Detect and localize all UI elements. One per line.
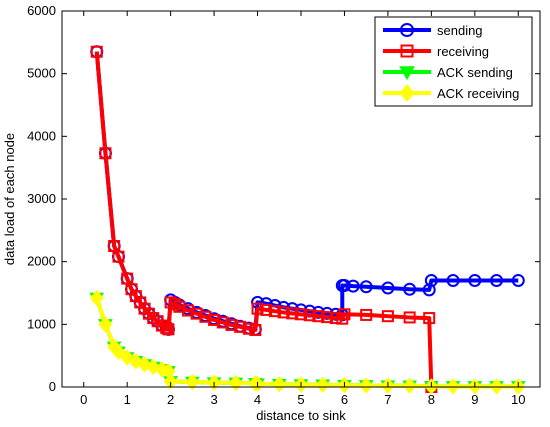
x-axis-label: distance to sink [256, 408, 346, 423]
series-0-point [346, 279, 360, 293]
series-1-point [162, 323, 175, 336]
legend-item-3: ACK receiving [383, 84, 519, 102]
series-1-point [216, 316, 229, 329]
series-3-point [228, 374, 243, 392]
series-1-point [190, 307, 203, 320]
y-tick-label: 3000 [27, 191, 56, 206]
series-3-point [402, 377, 417, 394]
y-axis-label: data load of each node [2, 133, 17, 265]
series-0-point [381, 281, 395, 295]
series-3 [89, 289, 526, 395]
series-1-point [303, 309, 316, 322]
x-tick-label: 6 [341, 392, 348, 407]
x-tick-label: 9 [471, 392, 478, 407]
legend-label: sending [437, 23, 483, 38]
series-3-point [98, 316, 113, 333]
series-3-point [89, 289, 104, 307]
series-1-point [225, 318, 238, 331]
x-tick-label: 0 [80, 392, 87, 407]
x-tick-label: 2 [167, 392, 174, 407]
series-1-point [90, 45, 103, 58]
series-1-point [208, 313, 221, 326]
series-1-point [242, 322, 255, 335]
y-tick-label: 1000 [27, 316, 56, 331]
series-1-point [338, 308, 351, 321]
y-tick-label: 6000 [27, 3, 56, 18]
x-tick-label: 8 [428, 392, 435, 407]
legend-item-2: ACK sending [383, 65, 513, 81]
series-1-point [160, 322, 173, 335]
series-1-point [295, 308, 307, 321]
legend-label: ACK sending [437, 65, 513, 80]
x-tick-label: 7 [384, 392, 391, 407]
series-3-point [446, 378, 461, 395]
series-1-point [99, 147, 112, 160]
series-1-point [251, 302, 264, 315]
series-3-point [120, 349, 135, 366]
x-tick-label: 10 [511, 392, 525, 407]
series-0-point [359, 280, 373, 294]
series-0-point [403, 282, 417, 296]
series-3-point [185, 373, 200, 391]
series-3-point [111, 343, 126, 361]
legend-marker [399, 84, 415, 102]
y-tick-label: 0 [49, 379, 56, 394]
series-1-point [423, 312, 436, 325]
series-3-point [359, 377, 374, 394]
legend-item-0: sending [383, 22, 483, 38]
series-3-point [163, 373, 178, 390]
legend-marker [399, 66, 415, 81]
series-0-point [424, 273, 438, 287]
legend-item-1: receiving [383, 44, 489, 59]
x-tick-label: 1 [124, 392, 131, 407]
y-tick-label: 2000 [27, 254, 56, 269]
series-1-point [321, 311, 334, 324]
legend-marker [400, 44, 414, 58]
series-3-point [489, 378, 504, 395]
series-1-point [381, 310, 394, 323]
series-0-point [468, 273, 482, 287]
series-1 [90, 45, 438, 393]
series-0-point [422, 283, 436, 297]
series-1-point [249, 323, 262, 336]
x-tick-label: 5 [297, 392, 304, 407]
series-1-point [112, 250, 125, 263]
series-0-point [511, 273, 525, 287]
series-3-point [272, 376, 287, 393]
axes-layer: 0 1 2 3 4 5 6 7 8 9 10 0 1000 2000 3000 4000 5000 6000 [27, 3, 541, 407]
series-1-point [260, 303, 273, 316]
legend: sending receiving ACK sending ACK receiving [374, 16, 533, 107]
legend-label: ACK receiving [437, 86, 519, 101]
legend-label: receiving [437, 44, 489, 59]
series-1-point [173, 300, 186, 313]
series-0-point [446, 273, 460, 287]
series-1-point [182, 304, 195, 317]
series-3-point [315, 376, 330, 393]
series-1-point [403, 311, 416, 324]
y-tick-label: 5000 [27, 66, 56, 81]
x-tick-label: 3 [210, 392, 217, 407]
series-layer [89, 45, 526, 395]
series-1-point [277, 306, 290, 319]
y-tick-label: 4000 [27, 128, 56, 143]
x-tick-label: 4 [254, 392, 261, 407]
series-1-point [234, 320, 247, 333]
series-1-point [329, 312, 342, 325]
series-1-point [312, 310, 325, 323]
series-1-point [199, 310, 212, 323]
series-1-point [268, 305, 281, 318]
series-0-point [490, 273, 504, 287]
series-0-point [337, 278, 351, 292]
legend-marker [399, 22, 415, 38]
series-1-point [360, 308, 373, 321]
series-1-point [286, 307, 299, 320]
